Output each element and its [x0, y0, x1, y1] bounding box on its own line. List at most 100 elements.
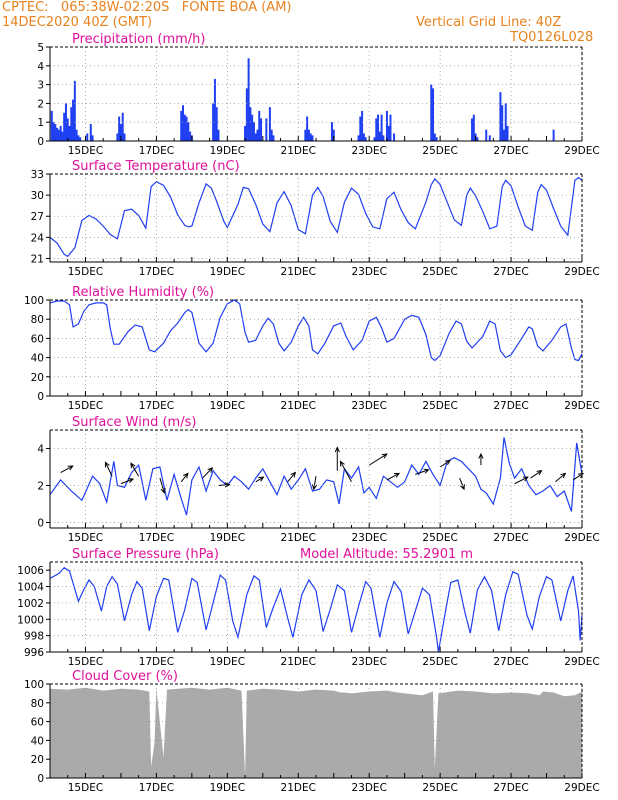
precip-bar	[472, 114, 475, 141]
y-tick-label: 24	[31, 232, 45, 244]
x-tick-label: 21DEC	[281, 145, 316, 157]
precip-bar	[185, 116, 188, 141]
header-code: TQ0126L028	[510, 30, 594, 45]
x-tick-label: 27DEC	[493, 656, 528, 668]
x-tick-label: 17DEC	[139, 266, 174, 278]
x-tick-label: 29DEC	[564, 532, 599, 544]
precip-bar	[215, 107, 218, 141]
wind-vector-head	[536, 470, 543, 476]
precip-bar	[552, 129, 555, 141]
wind-vector	[105, 462, 113, 477]
precip-bar	[378, 131, 381, 141]
x-tick-label: 21DEC	[281, 782, 316, 794]
wind-vector	[459, 477, 465, 490]
precip-bar	[270, 129, 273, 141]
x-tick-label: 25DEC	[422, 782, 457, 794]
wind-vector	[202, 467, 213, 479]
precip-bar	[245, 88, 248, 141]
wind-vector-head	[478, 452, 484, 459]
precip-bar	[252, 122, 255, 141]
precip-bar	[471, 118, 474, 141]
y-tick-label: 1002	[17, 598, 44, 610]
precip-bar	[77, 135, 80, 141]
wind-vector	[130, 463, 140, 477]
precip-bar	[73, 80, 76, 141]
x-tick-label: 15DEC	[68, 400, 103, 412]
y-tick-label: 27	[31, 211, 44, 223]
panel-0	[46, 46, 583, 142]
x-tick-label: 19DEC	[210, 532, 245, 544]
precip-bar	[375, 118, 378, 141]
wind-vector-head	[445, 459, 451, 466]
precip-bar	[307, 129, 310, 141]
y-tick-label: 996	[24, 647, 44, 659]
panel-1	[46, 173, 583, 263]
precip-bar	[183, 114, 186, 141]
x-tick-label: 19DEC	[210, 145, 245, 157]
precip-bar	[306, 116, 309, 141]
panel-5	[46, 683, 583, 779]
precip-bar	[119, 124, 122, 141]
y-tick-label: 1004	[17, 582, 44, 594]
panel-title: Precipitation (mm/h)	[72, 32, 205, 47]
precip-bar	[361, 110, 364, 141]
x-tick-label: 23DEC	[351, 656, 386, 668]
wind-vector-head	[381, 453, 388, 459]
wind-vector	[439, 460, 451, 468]
wind-vector-head	[67, 465, 74, 471]
x-tick-label: 21DEC	[281, 656, 316, 668]
wind-vector-head	[339, 460, 345, 467]
y-tick-label: 2	[37, 480, 44, 492]
x-tick-label: 19DEC	[210, 656, 245, 668]
precip-bar	[435, 137, 438, 141]
precip-bar	[357, 135, 360, 141]
x-tick-label: 23DEC	[351, 266, 386, 278]
y-tick-label: 60	[31, 717, 44, 729]
precip-bar	[359, 116, 362, 141]
precip-bar	[217, 129, 220, 141]
precip-bar	[121, 112, 124, 141]
precip-bar	[311, 135, 314, 141]
wind-vector-head	[522, 476, 529, 482]
x-tick-label: 23DEC	[351, 145, 386, 157]
precip-bar	[380, 114, 383, 141]
header-station: CPTEC: 065:38W-02:20S FONTE BOA (AM)	[2, 0, 292, 15]
wind-vector	[340, 461, 352, 483]
precip-bar	[377, 114, 380, 141]
precip-bar	[59, 125, 62, 141]
y-tick-label: 1000	[17, 614, 44, 626]
precip-bar	[52, 122, 55, 141]
precip-bar	[75, 129, 78, 141]
panel-2	[46, 299, 583, 397]
header-datetime: 14DEC2020 40Z (GMT)	[2, 15, 153, 30]
x-tick-label: 15DEC	[68, 656, 103, 668]
wind-vector-head	[460, 484, 465, 491]
precip-bar	[118, 116, 121, 141]
precip-bar	[268, 107, 271, 141]
wind-vector	[60, 465, 73, 473]
x-tick-label: 17DEC	[139, 656, 174, 668]
y-tick-label: 1	[37, 117, 44, 129]
x-tick-label: 23DEC	[351, 532, 386, 544]
precip-bar	[432, 88, 435, 141]
wind-vector	[313, 476, 317, 490]
x-tick-label: 21DEC	[281, 266, 316, 278]
wind-vector	[555, 473, 566, 483]
precip-bar	[258, 110, 261, 141]
wind-vector	[368, 453, 388, 466]
panel-title: Surface Pressure (hPa)	[72, 547, 219, 562]
panel-title: Surface Wind (m/s)	[72, 415, 196, 430]
precip-bar	[86, 133, 89, 141]
x-tick-label: 19DEC	[210, 400, 245, 412]
precip-bar	[254, 133, 257, 141]
x-tick-label: 19DEC	[210, 266, 245, 278]
precip-bar	[362, 133, 365, 141]
precip-bar	[385, 110, 388, 141]
x-tick-label: 15DEC	[68, 266, 103, 278]
x-tick-label: 25DEC	[422, 532, 457, 544]
x-tick-label: 19DEC	[210, 782, 245, 794]
panel-title: Surface Temperature (nC)	[72, 159, 240, 174]
x-tick-label: 29DEC	[564, 266, 599, 278]
x-tick-label: 21DEC	[281, 532, 316, 544]
